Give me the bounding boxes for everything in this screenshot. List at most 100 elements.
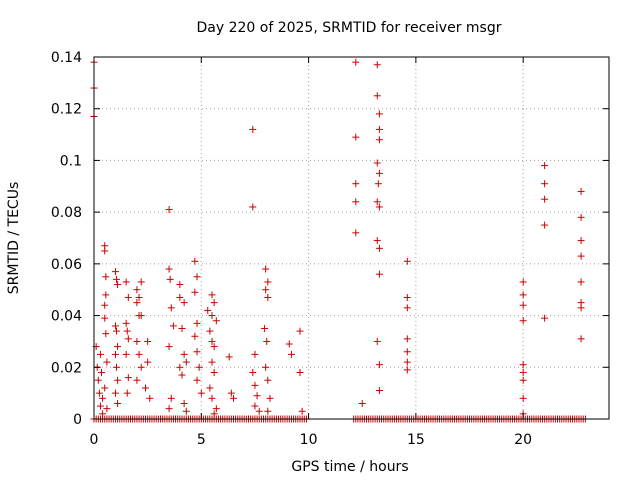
data-point	[375, 203, 383, 211]
data-point	[102, 273, 110, 281]
data-point	[225, 353, 233, 361]
data-point	[577, 252, 585, 260]
data-point	[519, 317, 527, 325]
data-point	[123, 389, 131, 397]
data-point	[541, 162, 549, 170]
data-point	[101, 301, 109, 309]
data-point	[264, 376, 272, 384]
data-point	[375, 125, 383, 133]
data-point	[114, 343, 122, 351]
data-point	[251, 402, 259, 410]
data-point	[193, 273, 201, 281]
data-point	[262, 363, 270, 371]
data-point	[135, 350, 143, 358]
data-point	[114, 376, 122, 384]
data-point	[111, 268, 119, 276]
data-point	[249, 368, 257, 376]
data-point	[180, 299, 188, 307]
data-point	[210, 410, 218, 418]
data-point	[541, 195, 549, 203]
data-point	[103, 405, 111, 413]
data-point	[577, 187, 585, 195]
data-point	[352, 180, 360, 188]
data-point	[519, 368, 527, 376]
data-point	[212, 317, 220, 325]
data-point	[577, 213, 585, 221]
data-point	[182, 407, 190, 415]
data-point	[113, 275, 121, 283]
y-tick-label: 0	[73, 412, 82, 428]
data-point	[541, 314, 549, 322]
data-point	[296, 327, 304, 335]
x-tick-labels: 0 5 10 15 20	[90, 432, 533, 448]
data-point	[375, 136, 383, 144]
y-tick-label: 0.02	[51, 360, 82, 376]
data-point	[208, 337, 216, 345]
data-point	[133, 376, 141, 384]
data-point	[176, 363, 184, 371]
data-point	[206, 384, 214, 392]
data-point	[133, 299, 141, 307]
data-point	[375, 361, 383, 369]
data-point	[577, 237, 585, 245]
data-point	[264, 293, 272, 301]
data-point	[180, 350, 188, 358]
data-point	[191, 288, 199, 296]
y-tick-label: 0.1	[60, 153, 82, 169]
data-point	[403, 293, 411, 301]
data-point	[102, 291, 110, 299]
data-point	[261, 325, 269, 332]
data-point	[375, 244, 383, 252]
data-point	[197, 389, 205, 397]
data-point	[204, 306, 212, 314]
data-point	[373, 92, 381, 100]
data-point	[208, 312, 216, 320]
data-point	[249, 203, 257, 211]
data-point	[403, 348, 411, 356]
data-point	[251, 381, 259, 389]
data-point	[166, 275, 174, 283]
data-point	[296, 368, 304, 376]
grid-lines	[94, 57, 609, 419]
data-point	[264, 407, 272, 415]
data-point	[519, 394, 527, 402]
data-point	[124, 374, 132, 382]
data-point	[403, 335, 411, 343]
data-point	[210, 299, 218, 307]
data-point	[577, 335, 585, 343]
data-point	[133, 337, 141, 345]
data-point	[96, 350, 104, 358]
data-point	[212, 405, 220, 413]
data-point	[101, 314, 109, 322]
data-point	[210, 368, 218, 376]
x-tick-label: 0	[90, 432, 99, 448]
data-point	[373, 159, 381, 167]
data-point	[167, 304, 175, 312]
data-point	[352, 229, 360, 237]
data-point	[142, 384, 149, 392]
x-tick-label: 10	[300, 432, 318, 448]
data-point	[101, 247, 109, 255]
data-point	[577, 278, 585, 286]
data-point	[263, 337, 271, 345]
data-point	[135, 293, 143, 301]
data-point	[122, 319, 130, 327]
data-point	[358, 399, 366, 407]
data-point	[144, 337, 152, 345]
data-point	[122, 350, 130, 358]
data-point	[251, 350, 259, 358]
data-point	[519, 301, 527, 309]
data-point	[124, 335, 132, 343]
data-point	[210, 343, 218, 351]
data-point	[352, 133, 360, 141]
data-point	[193, 319, 201, 327]
data-point	[249, 125, 257, 133]
data-point	[287, 350, 295, 358]
data-point	[373, 337, 381, 345]
data-point	[262, 265, 270, 273]
y-tick-label: 0.08	[51, 205, 82, 221]
data-point	[137, 363, 145, 371]
data-point	[111, 350, 119, 358]
data-point	[111, 389, 119, 397]
